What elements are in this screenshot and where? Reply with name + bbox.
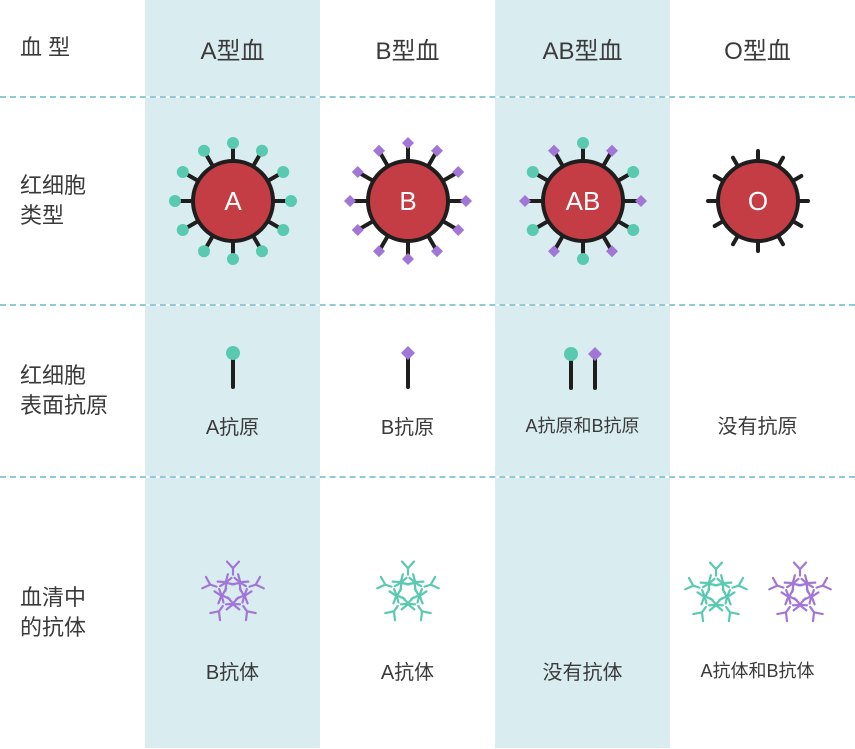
col-header-b: B型血 [320,0,495,96]
row-label-antibody: 血清中的抗体 [0,478,145,748]
row-antigen: 红细胞表面抗原 A抗原 B抗原 A抗原和B抗原 没有抗原 [0,306,855,476]
rbc-cell-ab: AB [495,98,670,304]
row-label-bloodtype: 血 型 [0,0,145,96]
row-label-rbc: 红细胞类型 [0,98,145,304]
antibody-cell-a: B抗体 [145,478,320,748]
antibody-caption-a: B抗体 [206,656,259,685]
antibody-cell-b: A抗体 [320,478,495,748]
antigen-marker-a [213,343,253,397]
antigen-caption-a: A抗原 [206,411,259,440]
antibody-cell-o: A抗体和B抗体 [670,478,845,748]
antibody-cluster-ab [676,543,840,643]
antigen-caption-ab: A抗原和B抗原 [525,412,639,438]
svg-text:B: B [399,186,416,216]
rbc-cell-b: B [320,98,495,304]
antibody-caption-ab: 没有抗体 [543,656,623,685]
antibody-cluster-none [533,542,633,642]
antigen-cell-b: B抗原 [320,306,495,476]
row-header: 血 型 A型血 B型血 AB型血 O型血 [0,0,855,96]
col-header-a: A型血 [145,0,320,96]
rbc-cell-o: O [670,98,845,304]
antigen-cell-o: 没有抗原 [670,306,845,476]
antibody-caption-o: A抗体和B抗体 [700,657,814,683]
antibody-cluster-b [183,542,283,642]
antigen-cell-ab: A抗原和B抗原 [495,306,670,476]
antibody-cell-ab: 没有抗体 [495,478,670,748]
antigen-cell-a: A抗原 [145,306,320,476]
antibody-caption-b: A抗体 [381,656,434,685]
row-rbc: 红细胞类型 A B AB O [0,98,855,304]
row-antibody: 血清中的抗体 B抗体 A抗体 没有抗体 A抗体和B抗体 [0,478,855,748]
antibody-cluster-a [358,542,458,642]
col-header-ab: AB型血 [495,0,670,96]
svg-text:AB: AB [565,186,600,216]
svg-text:O: O [747,186,767,216]
svg-text:A: A [224,186,242,216]
antigen-caption-o: 没有抗原 [718,410,798,439]
rbc-cell-a: A [145,98,320,304]
row-label-antigen: 红细胞表面抗原 [0,306,145,476]
antigen-marker-b [388,343,428,397]
col-header-o: O型血 [670,0,845,96]
antigen-marker-ab [549,344,617,398]
antigen-caption-b: B抗原 [381,411,434,440]
